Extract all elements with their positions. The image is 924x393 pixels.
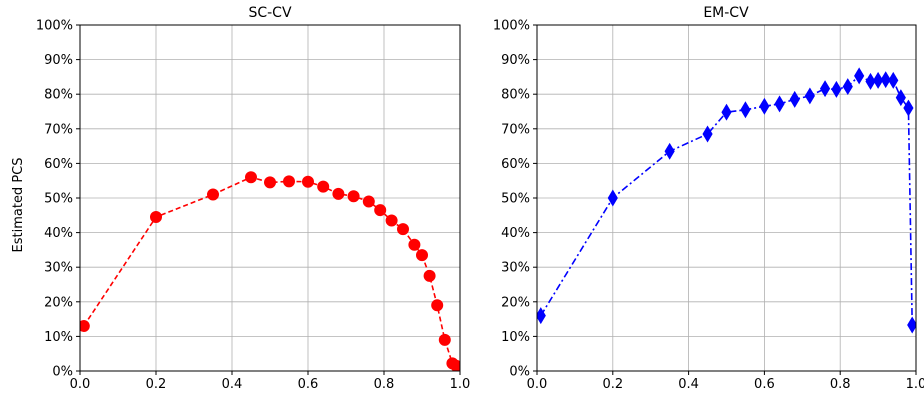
y-tick-label: 30% <box>501 261 530 276</box>
data-point <box>450 359 460 371</box>
y-tick-label: 70% <box>501 122 530 137</box>
data-point <box>774 95 785 113</box>
data-point <box>150 211 162 224</box>
data-point <box>283 175 295 188</box>
data-point <box>347 190 360 203</box>
x-tick-label: 1.0 <box>450 377 471 392</box>
data-point <box>317 180 330 193</box>
data-point <box>702 125 713 143</box>
y-tick-label: 30% <box>44 261 73 276</box>
data-point <box>385 214 398 227</box>
data-point <box>607 189 618 207</box>
x-tick-label: 1.0 <box>906 377 924 392</box>
data-point <box>374 204 387 217</box>
data-point <box>804 87 815 105</box>
y-tick-label: 0% <box>52 365 73 380</box>
y-tick-label: 90% <box>501 53 530 68</box>
data-point <box>537 307 546 325</box>
y-tick-label: 90% <box>44 53 73 68</box>
data-point <box>907 316 916 334</box>
chart-panel-em-cv: EM-CV 0.0 0.2 0.4 0.6 0.8 1.0 0% 10% 20% 30% 40% 50… <box>493 5 924 392</box>
x-tick-label: 0.0 <box>527 377 548 392</box>
data-point <box>302 175 314 188</box>
data-point <box>332 187 345 200</box>
x-tick-label: 0.8 <box>830 377 851 392</box>
y-tick-label: 50% <box>501 192 530 207</box>
data-point <box>880 71 891 89</box>
data-point <box>873 71 884 89</box>
y-tick-label: 10% <box>44 330 73 345</box>
y-tick-label: 100% <box>36 19 73 34</box>
data-point <box>903 99 914 117</box>
data-point <box>207 188 219 201</box>
data-point <box>416 249 428 262</box>
data-point <box>80 320 90 333</box>
data-point <box>721 103 732 121</box>
data-series <box>537 67 916 334</box>
data-point <box>397 223 409 236</box>
x-tick-label: 0.6 <box>298 377 319 392</box>
data-point <box>264 176 276 189</box>
axes: 0.0 0.2 0.4 0.6 0.8 1.0 0% 10% 20% 30% 40% 50% 60% 70… <box>36 19 471 393</box>
grid-lines <box>79 24 461 372</box>
series-line <box>83 176 457 367</box>
x-tick-label: 0.4 <box>222 377 243 392</box>
data-point <box>408 238 421 251</box>
y-axis-label: Estimated PCS <box>11 158 26 253</box>
x-tick-label: 0.4 <box>678 377 699 392</box>
data-point <box>759 97 770 115</box>
data-point <box>865 72 876 90</box>
y-tick-label: 40% <box>501 226 530 241</box>
data-point <box>854 67 865 85</box>
y-tick-label: 20% <box>501 295 530 310</box>
x-tick-label: 0.6 <box>754 377 775 392</box>
y-tick-label: 40% <box>44 226 73 241</box>
x-tick-label: 0.2 <box>146 377 167 392</box>
x-tick-label: 0.2 <box>602 377 623 392</box>
y-tick-label: 80% <box>44 88 73 103</box>
data-point <box>789 90 800 108</box>
plot-frame <box>536 24 917 372</box>
data-point <box>423 269 436 282</box>
data-point <box>842 78 853 96</box>
data-point <box>831 80 842 98</box>
y-tick-label: 70% <box>44 122 73 137</box>
data-point <box>895 89 906 107</box>
data-point <box>245 171 257 184</box>
chart-title: EM-CV <box>703 5 749 21</box>
y-tick-label: 100% <box>493 19 530 34</box>
y-tick-label: 10% <box>501 330 530 345</box>
data-point <box>888 71 899 89</box>
y-tick-label: 60% <box>501 157 530 172</box>
data-point <box>740 101 751 119</box>
data-point <box>819 80 831 98</box>
y-tick-label: 80% <box>501 88 530 103</box>
data-point <box>362 195 375 208</box>
data-point <box>664 142 675 160</box>
axes: 0.0 0.2 0.4 0.6 0.8 1.0 0% 10% 20% 30% 40% 50% 60% 70… <box>493 19 924 393</box>
x-tick-label: 0.8 <box>374 377 395 392</box>
x-tick-label: 0.0 <box>70 377 91 392</box>
plot-frame <box>79 24 461 372</box>
y-tick-label: 0% <box>509 365 530 380</box>
chart-panel-sc-cv: SC-CV Estimated PCS 0.0 0.2 0.4 0.6 0.8 1.0 0%… <box>11 5 470 392</box>
y-tick-label: 20% <box>44 295 73 310</box>
data-series <box>80 171 460 371</box>
chart-title: SC-CV <box>248 5 291 21</box>
data-point <box>438 333 451 346</box>
data-point <box>431 299 444 312</box>
y-tick-label: 60% <box>44 157 73 172</box>
y-tick-label: 50% <box>44 192 73 207</box>
